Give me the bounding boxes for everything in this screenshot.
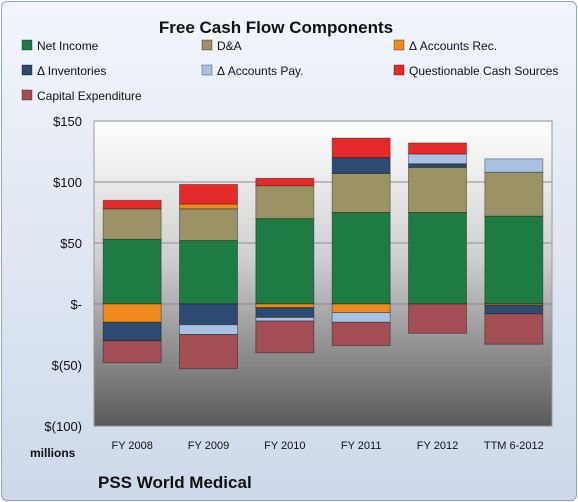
bar-segment <box>255 307 315 318</box>
x-tick-label: TTM 6-2012 <box>484 440 544 452</box>
legend-swatch <box>21 39 33 51</box>
bar-segment <box>102 321 162 342</box>
bar-segment <box>331 157 391 174</box>
x-tick-label: FY 2011 <box>341 440 382 452</box>
bar-segment <box>408 303 467 334</box>
bars <box>102 137 544 370</box>
bar-segment <box>102 303 162 323</box>
bar-segment <box>331 212 391 305</box>
bar-segment <box>255 185 315 220</box>
gridlines <box>94 120 552 427</box>
legend-swatch <box>393 39 405 51</box>
legend-label: Net Income <box>37 39 99 53</box>
legend-label: Δ Accounts Pay. <box>217 64 304 78</box>
legend-label: Δ Accounts Rec. <box>409 39 497 53</box>
bar-segment <box>179 203 238 210</box>
legend-label: Capital Expenditure <box>37 89 142 103</box>
bar-segment <box>179 183 238 205</box>
bar-segment <box>102 340 162 364</box>
y-unit-label: millions <box>30 446 76 460</box>
y-tick-label: $- <box>70 297 82 312</box>
chart-title: Free Cash Flow Components <box>159 18 393 37</box>
bar-segment <box>179 303 238 326</box>
bar-segment <box>484 158 544 173</box>
footer-company: PSS World Medical <box>98 473 252 492</box>
bar-segment <box>255 316 315 322</box>
bar-segment <box>331 137 391 159</box>
y-tick-label: $(50) <box>52 358 82 373</box>
bar-segment <box>255 303 315 309</box>
y-tick-label: $(100) <box>44 419 82 434</box>
bar-segment <box>179 240 238 305</box>
y-axis-ticks: $150 $100 $50 $- $(50) $(100) <box>44 114 82 434</box>
legend-swatch <box>21 89 33 101</box>
bar-segment <box>408 142 467 155</box>
bar-segment <box>484 171 544 217</box>
bar-segment <box>255 177 315 187</box>
bar-segment <box>102 199 162 210</box>
bar-segment <box>331 312 391 323</box>
y-tick-label: $150 <box>53 114 82 129</box>
bar-segment <box>102 208 162 240</box>
bar-segment <box>408 212 467 305</box>
legend-label: Δ Inventories <box>37 64 106 78</box>
bar-segment <box>255 218 315 305</box>
bar-segment <box>408 166 467 213</box>
bar-segment <box>408 153 467 165</box>
legend-swatch <box>201 39 213 51</box>
bar-segment <box>484 313 544 345</box>
x-axis-ticks: FY 2008 FY 2009 FY 2010 FY 2011 FY 2012 TTM 6… <box>111 440 543 452</box>
legend-swatch <box>21 64 33 76</box>
x-tick-label: FY 2009 <box>188 440 229 452</box>
legend-label: Questionable Cash Sources <box>409 64 558 78</box>
legend-swatch <box>393 64 405 76</box>
legend-label: D&A <box>217 39 242 53</box>
x-tick-label: FY 2012 <box>417 440 458 452</box>
y-tick-label: $50 <box>60 236 82 251</box>
bar-segment <box>255 320 315 354</box>
plot-area <box>93 120 553 427</box>
legend-swatch <box>201 64 213 76</box>
x-tick-label: FY 2008 <box>111 440 152 452</box>
bar-segment <box>179 208 238 242</box>
bar-segment <box>331 321 391 346</box>
bar-segment <box>484 215 544 305</box>
bar-segment <box>331 303 391 314</box>
bar-segment <box>179 324 238 335</box>
bar-segment <box>484 304 544 315</box>
legend: Net Income D&A Δ Accounts Rec. Δ Inventorie… <box>21 39 558 103</box>
y-tick-label: $100 <box>53 175 82 190</box>
x-tick-label: FY 2010 <box>264 440 305 452</box>
bar-segment <box>331 172 391 214</box>
bar-segment <box>179 334 238 370</box>
bar-segment <box>408 163 467 168</box>
bar-segment <box>102 238 162 305</box>
